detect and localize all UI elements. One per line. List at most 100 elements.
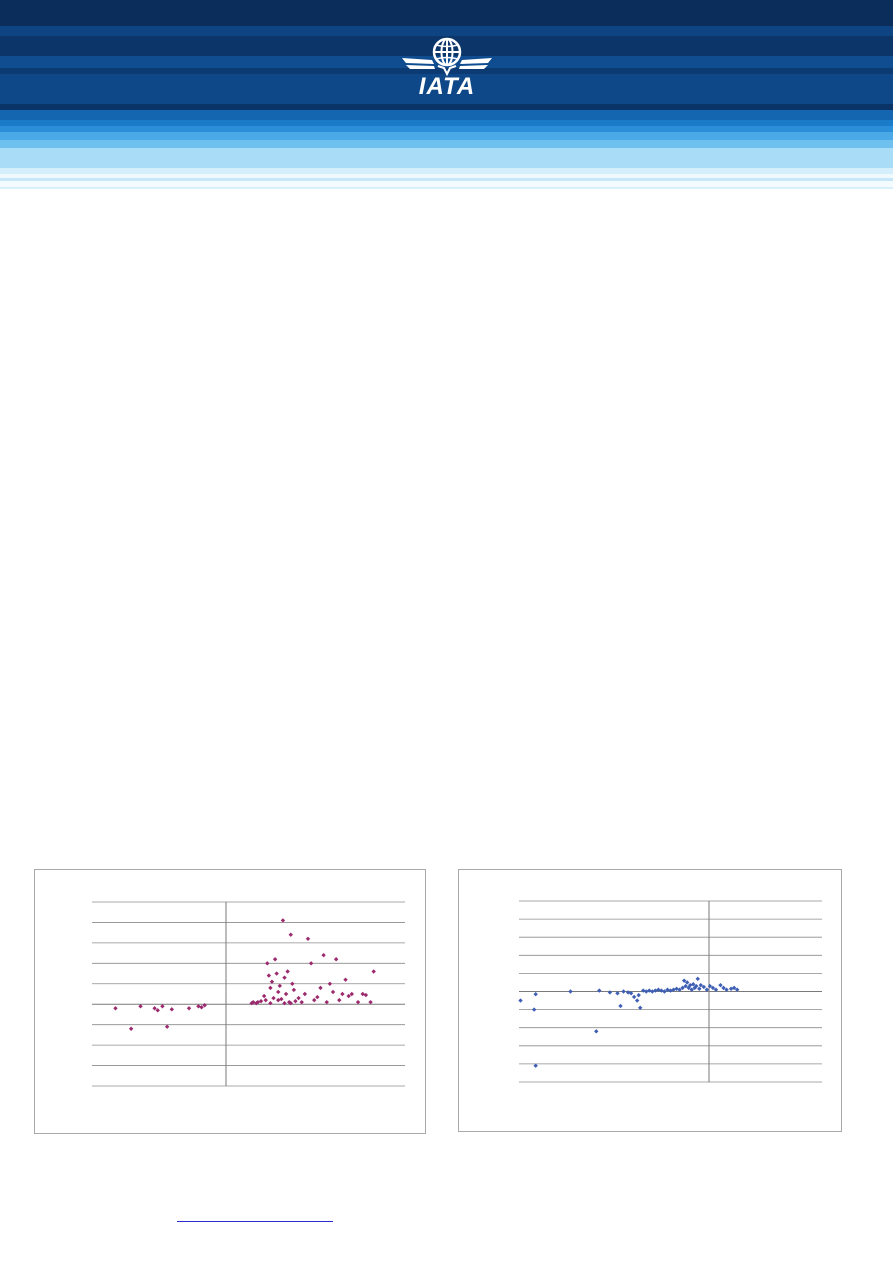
header-stripe xyxy=(0,74,893,104)
data-point xyxy=(694,983,699,989)
data-point xyxy=(266,973,272,978)
data-point xyxy=(363,992,369,998)
data-point xyxy=(330,989,336,995)
header-stripe xyxy=(0,178,893,181)
data-point xyxy=(276,989,281,995)
data-point xyxy=(272,957,278,962)
data-point xyxy=(268,985,273,991)
header-stripe xyxy=(0,120,893,126)
data-point xyxy=(265,961,270,966)
data-point xyxy=(258,998,264,1004)
data-point xyxy=(343,977,348,982)
data-point xyxy=(346,993,351,999)
data-point xyxy=(518,998,523,1003)
data-point xyxy=(360,991,365,997)
data-point xyxy=(315,994,320,1000)
data-point xyxy=(302,991,308,997)
data-point xyxy=(312,997,317,1003)
data-point xyxy=(713,987,719,992)
header-stripe xyxy=(0,168,893,174)
header-banner: IATA xyxy=(0,0,893,200)
data-point xyxy=(681,978,687,983)
header-stripe xyxy=(0,104,893,110)
data-point xyxy=(607,990,613,995)
data-point xyxy=(568,989,573,994)
data-point xyxy=(169,1007,175,1012)
data-point xyxy=(305,936,311,941)
logo-text: IATA xyxy=(418,73,476,100)
data-point xyxy=(128,1026,134,1031)
header-stripe xyxy=(0,110,893,120)
data-point xyxy=(597,988,602,993)
data-point xyxy=(318,985,323,991)
data-point xyxy=(291,987,297,993)
globe-icon xyxy=(402,37,492,77)
data-point xyxy=(327,981,333,986)
data-point xyxy=(656,987,661,992)
scatter-plot-right xyxy=(518,900,822,1083)
data-point xyxy=(299,999,304,1005)
data-point xyxy=(277,983,282,989)
header-stripe xyxy=(0,132,893,140)
data-point xyxy=(340,991,345,997)
data-point xyxy=(261,993,267,999)
data-point xyxy=(721,985,726,991)
data-point xyxy=(274,971,279,976)
data-point xyxy=(293,998,298,1004)
data-point xyxy=(164,1024,170,1029)
data-point xyxy=(724,987,729,992)
data-point xyxy=(279,996,284,1002)
header-stripe xyxy=(0,0,893,26)
data-point xyxy=(290,981,295,986)
header-stripe xyxy=(0,140,893,148)
data-point xyxy=(533,992,538,997)
data-point xyxy=(138,1004,143,1009)
data-point xyxy=(283,991,289,997)
data-point xyxy=(634,998,640,1003)
data-point xyxy=(296,995,301,1001)
data-point xyxy=(731,985,737,991)
hyperlink-underline[interactable] xyxy=(177,1221,333,1222)
data-point xyxy=(268,1001,273,1006)
scatter-chart-left xyxy=(34,869,426,1134)
data-point xyxy=(269,979,275,984)
data-point xyxy=(113,1006,118,1011)
data-point xyxy=(636,992,641,998)
data-point xyxy=(308,961,314,966)
header-stripe xyxy=(0,187,893,189)
data-point xyxy=(644,989,649,994)
data-point xyxy=(531,1007,537,1012)
data-point xyxy=(282,975,287,980)
scatter-plot-left xyxy=(92,901,405,1087)
iata-logo: IATA xyxy=(398,34,496,100)
data-point xyxy=(337,997,342,1003)
data-point xyxy=(355,999,361,1005)
data-point xyxy=(718,982,723,988)
data-point xyxy=(288,932,293,937)
scatter-chart-right xyxy=(458,869,842,1132)
data-point xyxy=(282,1001,287,1006)
data-point xyxy=(263,997,268,1003)
header-stripe xyxy=(0,26,893,36)
data-point xyxy=(333,957,339,962)
data-point xyxy=(594,1029,599,1034)
data-point xyxy=(368,999,373,1005)
data-point xyxy=(618,1003,623,1009)
data-point xyxy=(371,969,376,974)
data-point xyxy=(186,1006,192,1011)
data-point xyxy=(321,952,326,958)
data-point xyxy=(280,918,286,923)
data-point xyxy=(324,999,329,1005)
data-point xyxy=(691,982,696,987)
data-point xyxy=(710,985,716,991)
header-stripe xyxy=(0,174,893,178)
header-stripe xyxy=(0,126,893,132)
data-point xyxy=(271,995,276,1001)
data-point xyxy=(631,994,637,1000)
data-point xyxy=(695,976,700,982)
data-point xyxy=(650,989,655,994)
data-point xyxy=(662,989,667,994)
data-point xyxy=(160,1004,165,1009)
header-stripe xyxy=(0,181,893,187)
data-point xyxy=(621,989,626,994)
